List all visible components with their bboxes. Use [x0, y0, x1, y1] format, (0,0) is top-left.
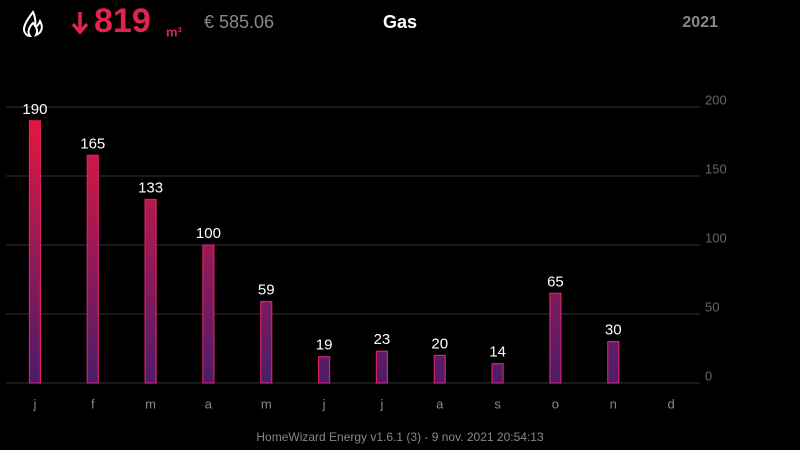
x-tick-label: m: [145, 396, 156, 411]
y-tick-label: 0: [705, 368, 712, 383]
x-tick-label: j: [322, 396, 326, 411]
bar: [549, 292, 562, 384]
x-tick-label: s: [494, 396, 501, 411]
down-arrow: [71, 12, 89, 35]
x-tick-label: m: [261, 396, 272, 411]
footer: HomeWizard Energy v1.6.1 (3) - 9 nov. 20…: [256, 430, 544, 444]
value-label: 59: [258, 282, 275, 299]
usage-unit: m³: [166, 24, 183, 39]
y-tick-label: 150: [705, 161, 727, 176]
usage: 819: [94, 2, 151, 40]
value-label: 165: [80, 135, 105, 152]
value-label: 133: [138, 179, 163, 196]
value-label: 30: [605, 322, 622, 339]
y-tick-label: 50: [705, 299, 719, 314]
x-tick-label: o: [552, 396, 559, 411]
x-tick-label: a: [205, 396, 213, 411]
x-tick-label: j: [379, 396, 383, 411]
value-label: 20: [431, 335, 448, 352]
bar: [202, 244, 215, 384]
y-tick-label: 100: [705, 230, 727, 245]
year: 2021: [682, 14, 718, 31]
x-tick-label: j: [32, 396, 36, 411]
title: Gas: [383, 12, 417, 32]
x-tick-label: n: [610, 396, 617, 411]
bar: [375, 350, 389, 384]
bar: [144, 198, 157, 384]
value-label: 100: [196, 225, 221, 242]
bar: [607, 341, 620, 384]
x-tick-label: d: [667, 396, 674, 411]
cost: € 585.06: [204, 12, 274, 32]
x-tick-label: f: [91, 396, 95, 411]
y-tick-label: 200: [705, 92, 727, 107]
bar: [491, 363, 504, 384]
value-label: 19: [316, 337, 333, 354]
bar: [260, 300, 273, 384]
gas-icon: [22, 10, 43, 38]
x-tick-label: a: [436, 396, 444, 411]
bar: [317, 356, 331, 384]
bar: [28, 120, 42, 384]
value-label: 14: [489, 344, 506, 361]
value-label: 23: [374, 331, 391, 348]
bar: [86, 154, 99, 384]
value-label: 65: [547, 273, 564, 290]
bar: [433, 354, 446, 384]
value-label: 190: [22, 101, 47, 118]
